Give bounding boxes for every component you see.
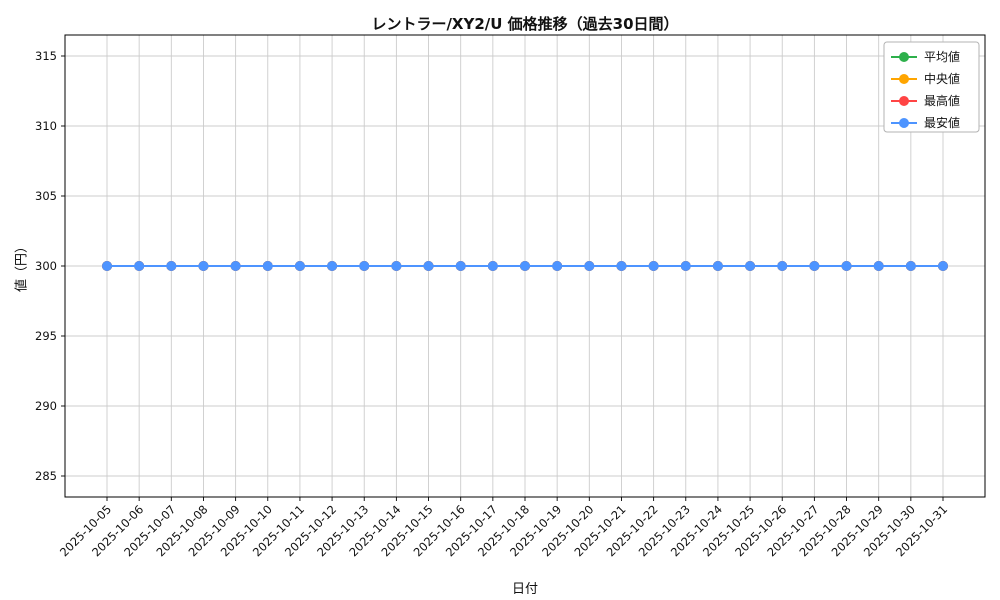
data-point-marker [938, 261, 948, 271]
data-point-marker [391, 261, 402, 271]
y-tick-label: 300 [35, 259, 57, 273]
legend-marker [899, 74, 909, 84]
data-point-marker [134, 261, 145, 271]
data-point-marker [455, 261, 466, 271]
data-point-marker [198, 261, 209, 271]
data-point-marker [584, 261, 595, 271]
data-point-marker [423, 261, 434, 271]
data-point-marker [230, 261, 241, 271]
data-point-marker [648, 261, 659, 271]
data-point-marker [680, 261, 691, 271]
y-tick-label: 305 [35, 189, 57, 203]
legend-marker [899, 96, 909, 106]
legend-label: 中央値 [924, 71, 960, 86]
data-point-marker [102, 261, 112, 271]
data-point-marker [327, 261, 338, 271]
legend-label: 最高値 [924, 93, 960, 108]
y-axis-label: 値（円） [14, 239, 30, 293]
y-tick-label: 285 [35, 469, 57, 483]
chart-title: レントラー/XY2/U 価格推移（過去30日間） [371, 15, 679, 33]
data-point-marker [745, 261, 756, 271]
y-tick-label: 295 [35, 329, 57, 343]
x-axis-label: 日付 [511, 582, 538, 597]
data-point-marker [905, 261, 916, 271]
data-point-marker [166, 261, 177, 271]
y-tick-label: 290 [35, 399, 57, 413]
axes-frame [64, 34, 986, 498]
data-point-marker [712, 261, 723, 271]
y-tick-label: 315 [35, 49, 57, 63]
legend-label: 平均値 [924, 49, 960, 64]
legend-marker [899, 118, 909, 128]
data-point-marker [552, 261, 563, 271]
data-point-marker [262, 261, 273, 271]
data-point-marker [359, 261, 370, 271]
data-point-marker [809, 261, 820, 271]
legend-marker [899, 52, 909, 62]
data-point-marker [294, 261, 305, 271]
data-point-marker [777, 261, 788, 271]
data-point-marker [841, 261, 852, 271]
data-point-marker [487, 261, 498, 271]
data-point-marker [616, 261, 627, 271]
legend-label: 最安値 [924, 115, 960, 130]
data-point-marker [520, 261, 530, 271]
data-point-marker [873, 261, 884, 271]
y-tick-label: 310 [35, 119, 57, 133]
legend-box [883, 41, 980, 133]
